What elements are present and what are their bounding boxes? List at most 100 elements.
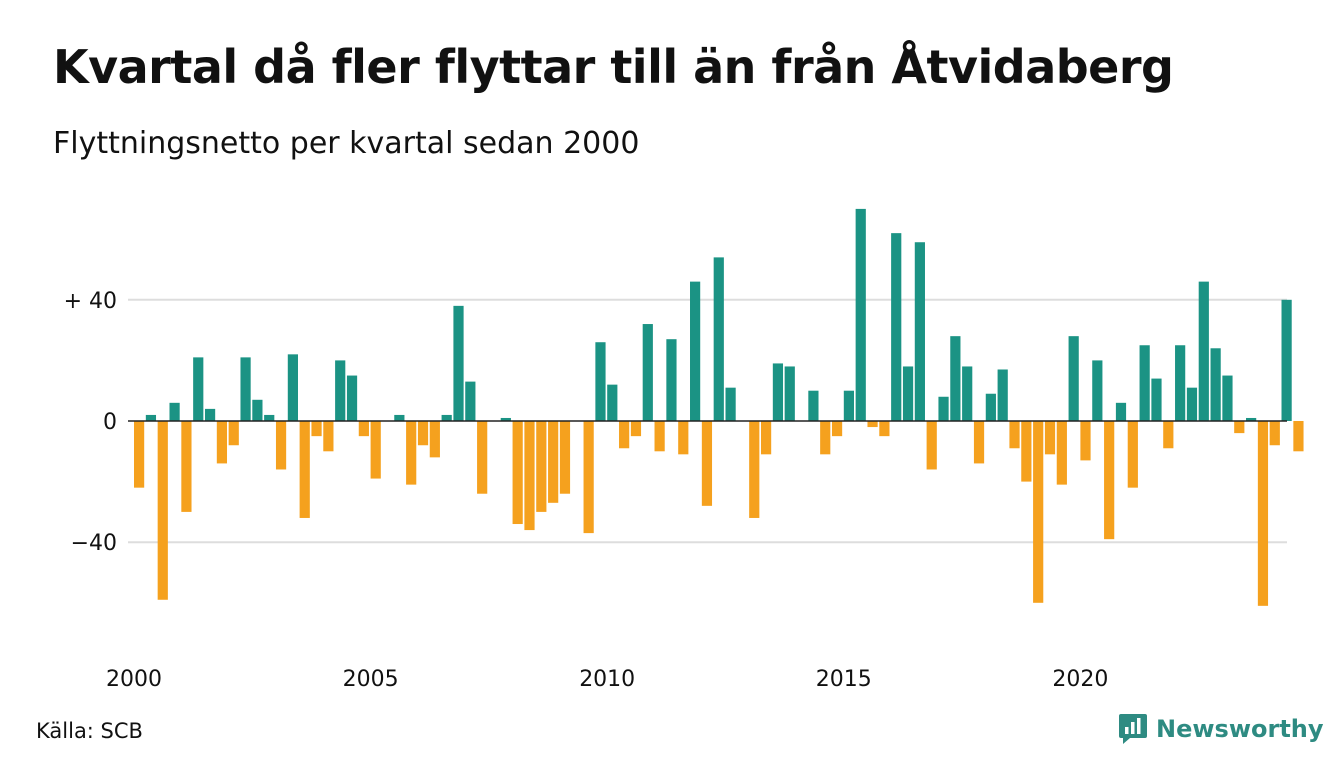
bar-2003Q4 [311,421,322,437]
bar-2020Q4 [1115,402,1127,421]
brand-name: Newsworthy [1156,715,1324,743]
bar-2022Q3 [1198,281,1209,421]
bar-2013Q3 [772,363,784,421]
bar-2012Q1 [701,421,713,506]
bar-2001Q4 [216,421,228,464]
y-tick-label: 0 [103,410,117,435]
bar-2001Q2 [193,357,204,421]
bar-2018Q1 [985,393,996,421]
bar-2016Q4 [926,421,937,470]
bar-2015Q2 [855,208,866,421]
bar-2019Q1 [1033,421,1044,603]
bar-2011Q1 [654,421,665,452]
bar-2015Q1 [843,390,854,421]
bar-2006Q3 [441,414,452,421]
bars [134,208,1304,606]
bar-2021Q4 [1163,421,1174,449]
bar-2004Q1 [323,421,334,452]
y-tick-label: −40 [71,531,117,556]
bar-2010Q3 [630,421,642,437]
bar-2014Q3 [820,421,831,455]
bar-2002Q2 [240,357,251,421]
bar-2007Q4 [500,417,511,421]
bar-2018Q4 [1021,421,1032,482]
bar-2008Q3 [536,421,547,512]
bar-2006Q4 [453,305,464,421]
bar-2022Q4 [1210,348,1221,421]
bar-2017Q3 [962,366,973,421]
bar-2011Q3 [678,421,689,455]
bar-2005Q3 [394,414,405,421]
bar-2009Q1 [559,421,571,494]
x-tick-label: 2020 [1052,667,1108,692]
bar-2023Q1 [1222,375,1233,421]
bar-2023Q3 [1246,417,1257,421]
bar-2013Q1 [749,421,760,518]
bar-2004Q2 [335,360,346,421]
bar-2017Q4 [973,421,985,464]
bar-2002Q3 [252,399,263,421]
bar-2000Q1 [134,421,145,488]
bar-2018Q2 [997,369,1008,421]
x-tick-labels: 2000 2005 2010 2015 2020 [106,667,1108,692]
bar-2016Q1 [891,233,902,421]
bar-2012Q2 [713,257,724,421]
bar-2020Q3 [1104,421,1115,540]
bar-2016Q2 [902,366,914,421]
bar-2004Q4 [358,421,369,437]
bar-2003Q1 [275,421,287,470]
x-tick-label: 2000 [106,667,162,692]
newsworthy-logo-icon [1119,714,1147,744]
x-tick-label: 2015 [816,667,872,692]
bar-2021Q1 [1127,421,1138,488]
chart-title: Kvartal då fler flyttar till än från Åtv… [53,40,1174,94]
source-note: Källa: SCB [36,719,143,743]
bar-2021Q2 [1139,345,1150,421]
bar-2020Q2 [1092,360,1103,421]
bar-2012Q3 [725,387,736,421]
bar-2010Q1 [607,384,618,421]
bar-2011Q2 [666,339,677,421]
bar-2010Q4 [642,324,653,421]
bar-2002Q1 [228,421,239,446]
bar-2020Q1 [1080,421,1091,461]
bar-2023Q2 [1234,421,1245,434]
bar-2011Q4 [690,281,701,421]
bar-2018Q3 [1009,421,1020,449]
bar-2013Q2 [760,421,772,455]
x-tick-label: 2010 [579,667,635,692]
bar-2009Q3 [583,421,594,534]
bar-2015Q3 [867,421,878,428]
bar-2006Q1 [417,421,429,446]
bar-2002Q4 [264,414,275,421]
bar-2005Q1 [370,421,381,479]
bar-2004Q3 [346,375,358,421]
y-tick-labels: + 40 0 −40 [64,289,117,556]
bar-2007Q2 [477,421,488,494]
bar-2022Q1 [1175,345,1186,421]
bar-2001Q3 [204,408,216,421]
bar-2024Q3 [1293,421,1304,452]
bar-2003Q2 [287,354,298,421]
bar-2014Q2 [808,390,819,421]
y-tick-label: + 40 [64,289,117,314]
bar-2014Q4 [831,421,843,437]
bar-2005Q4 [406,421,417,485]
brand-logo: Newsworthy [1118,712,1324,746]
bar-2001Q1 [181,421,192,512]
bar-2003Q3 [299,421,310,518]
bar-2023Q4 [1257,421,1269,606]
bar-2022Q2 [1186,387,1198,421]
bar-2016Q3 [914,242,925,421]
bar-2024Q2 [1281,299,1292,421]
bar-2006Q2 [429,421,440,458]
bar-2008Q2 [524,421,535,531]
bar-2010Q2 [619,421,630,449]
grid-lines [128,298,1287,544]
bar-2017Q1 [938,396,949,421]
bar-2000Q4 [169,402,180,421]
bar-2015Q4 [879,421,890,437]
bar-2007Q1 [465,381,476,421]
bar-2017Q2 [950,336,961,421]
bar-2008Q4 [548,421,559,503]
